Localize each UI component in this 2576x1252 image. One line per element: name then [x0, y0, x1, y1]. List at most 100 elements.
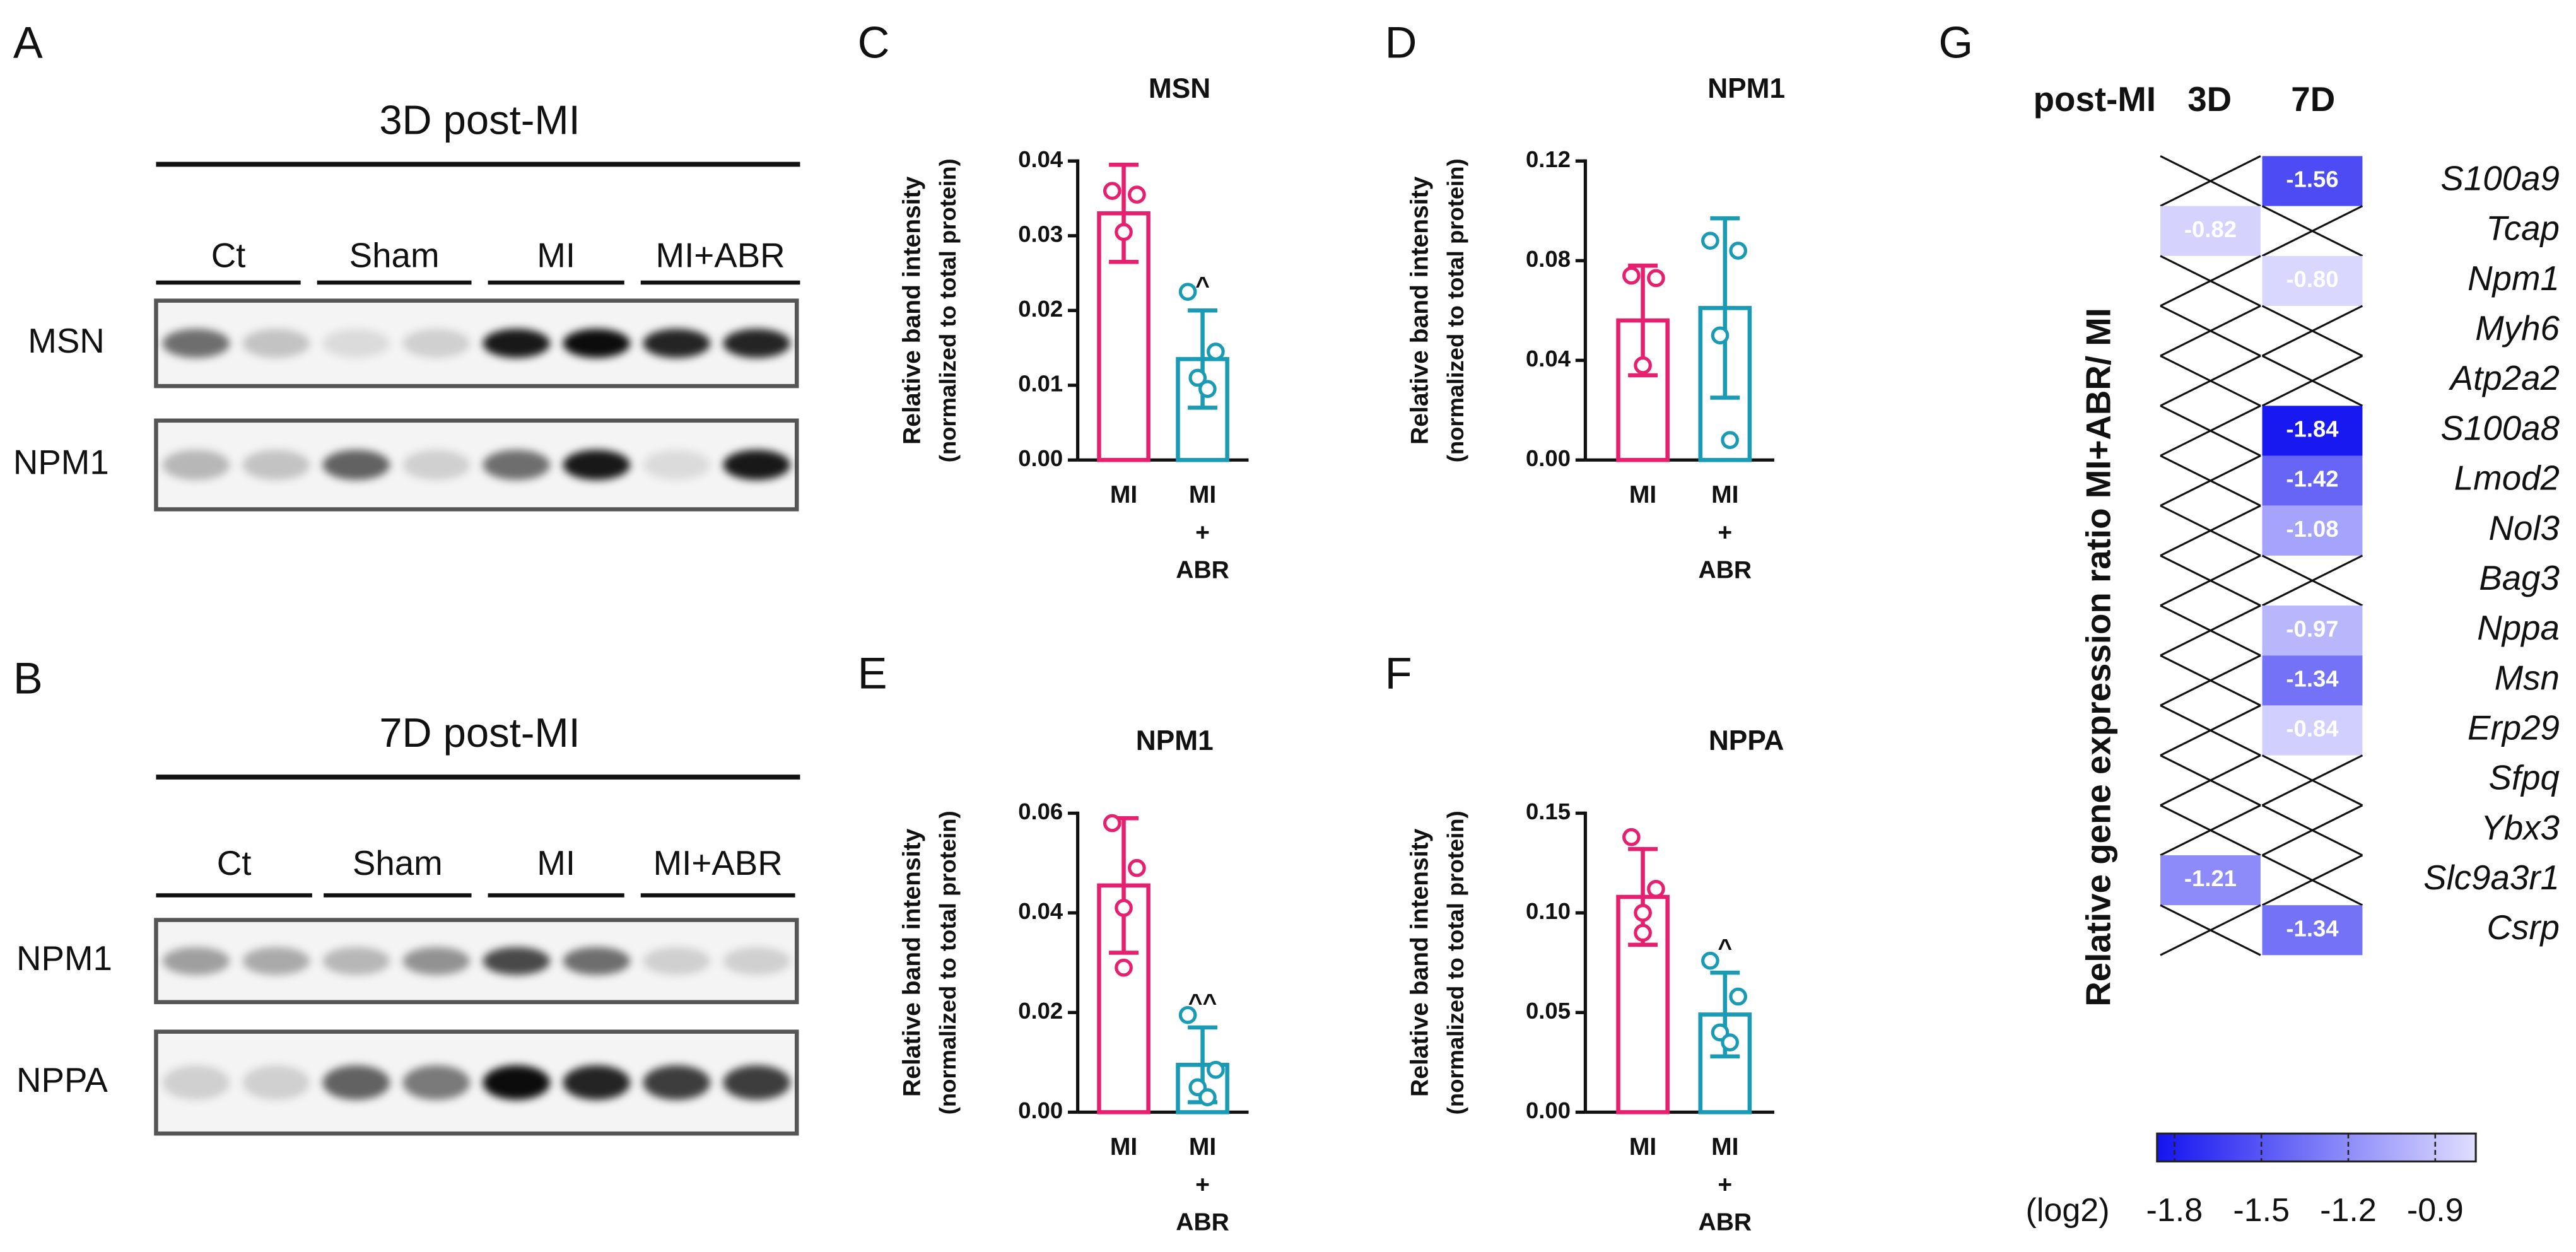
empty-cell — [2261, 804, 2363, 857]
empty-cell — [2160, 554, 2261, 607]
row-label: Nol3 — [2488, 508, 2559, 547]
heatmap-cell — [2262, 905, 2363, 956]
blot-band — [483, 450, 551, 481]
y-tick-label: 0.12 — [1526, 146, 1571, 172]
colorbar-tick-label: -1.5 — [2233, 1192, 2290, 1229]
colorbar — [2156, 1132, 2477, 1163]
row-label: S100a8 — [2440, 408, 2560, 447]
empty-cell — [2160, 604, 2261, 657]
y-axis-label: Relative band intensity — [898, 176, 925, 445]
blot-band — [483, 1065, 551, 1100]
empty-cell — [2261, 554, 2363, 607]
data-point — [1198, 380, 1217, 399]
row-label: Atp2a2 — [2449, 358, 2560, 397]
blot-band — [563, 329, 631, 358]
data-point — [1103, 814, 1121, 833]
data-point — [1701, 231, 1719, 250]
heatmap-cell — [2160, 855, 2261, 906]
panel-letter: A — [13, 18, 43, 67]
y-tick-label: 0.04 — [1526, 346, 1571, 372]
y-tick-label: 0.00 — [1018, 445, 1063, 471]
x-tick-label: ABR — [1699, 1209, 1752, 1236]
y-axis-label: (normalized to total protein) — [1443, 810, 1468, 1115]
row-label: Myh6 — [2475, 308, 2560, 348]
y-tick-label: 0.00 — [1526, 445, 1571, 471]
heatmap-cell — [2262, 156, 2363, 206]
empty-cell — [2160, 354, 2261, 407]
blot-band — [402, 450, 471, 481]
blot-band — [322, 450, 390, 481]
colorbar-label: (log2) — [2025, 1192, 2109, 1229]
data-point — [1729, 987, 1747, 1006]
blot-row-label: NPPA — [16, 1060, 108, 1099]
colorbar-tick-label: -0.9 — [2407, 1192, 2464, 1229]
panel-letter: E — [858, 648, 887, 698]
cell-label: -0.97 — [2286, 616, 2338, 641]
data-point — [1188, 368, 1207, 387]
data-point — [1701, 951, 1719, 970]
y-axis-label: (normalized to total protein) — [1443, 158, 1468, 462]
y-tick-label: 0.06 — [1018, 799, 1063, 824]
data-point — [1622, 266, 1641, 285]
x-tick-label: MI — [1629, 1133, 1656, 1161]
heatmap-cell — [2262, 505, 2363, 556]
empty-cell — [2261, 754, 2363, 807]
x-tick-label: MI — [1189, 1133, 1216, 1161]
data-point — [1178, 1005, 1197, 1024]
row-label: Npm1 — [2468, 259, 2560, 298]
y-axis-label: (normalized to total protein) — [935, 158, 961, 462]
blot-row-label: NPM1 — [13, 443, 109, 482]
row-label: Slc9a3r1 — [2423, 858, 2560, 897]
empty-cell — [2160, 804, 2261, 857]
row-label: Erp29 — [2468, 708, 2560, 747]
x-tick-label: + — [1195, 1171, 1210, 1198]
y-axis-label: Relative band intensity — [1406, 176, 1433, 445]
data-point — [1647, 880, 1665, 898]
data-point — [1634, 356, 1652, 375]
significance: ^ — [1718, 935, 1732, 962]
chart-title: NPM1 — [1707, 73, 1785, 104]
row-label: Csrp — [2486, 908, 2559, 947]
data-point — [1128, 185, 1146, 204]
blot-band — [402, 947, 471, 975]
blot-group-label: Sham — [349, 235, 440, 274]
data-point — [1207, 342, 1225, 361]
y-tick-label: 0.00 — [1018, 1097, 1063, 1123]
x-tick-label: MI — [1110, 1133, 1137, 1161]
cell-label: -1.84 — [2286, 416, 2339, 442]
blot-row-label: MSN — [28, 321, 105, 360]
row-label: Msn — [2495, 658, 2560, 697]
blot-band — [242, 1065, 310, 1100]
blot-band — [643, 1065, 711, 1100]
y-axis-label: (normalized to total protein) — [935, 810, 961, 1115]
y-tick-label: 0.08 — [1526, 246, 1571, 272]
heatmap-cell — [2262, 606, 2363, 656]
empty-cell — [2261, 205, 2363, 257]
chart-title: NPM1 — [1136, 725, 1214, 756]
blot-group-label: Ct — [211, 235, 246, 274]
panel-letter: G — [1938, 18, 1973, 67]
data-point — [1711, 326, 1730, 345]
cell-label: -0.80 — [2286, 266, 2338, 292]
cell-label: -1.08 — [2286, 516, 2338, 542]
y-tick-label: 0.02 — [1018, 998, 1063, 1024]
blot-title: 3D post-MI — [379, 97, 580, 143]
blot-band — [723, 1065, 791, 1100]
y-tick-label: 0.05 — [1526, 998, 1571, 1024]
blot-row-label: NPM1 — [16, 939, 112, 978]
x-tick-label: + — [1718, 519, 1732, 546]
x-tick-label: ABR — [1176, 557, 1229, 584]
data-point — [1721, 1033, 1739, 1052]
y-tick-label: 0.02 — [1018, 296, 1063, 322]
y-tick-label: 0.04 — [1018, 146, 1063, 172]
y-tick-label: 0.00 — [1526, 1097, 1571, 1123]
blot-band — [402, 1065, 471, 1100]
blot-band — [563, 947, 631, 975]
chart-title: MSN — [1149, 73, 1210, 104]
empty-cell — [2261, 354, 2363, 407]
data-point — [1178, 283, 1197, 301]
data-point — [1634, 923, 1652, 942]
blot-group-label: MI — [537, 843, 575, 882]
blot-band — [483, 329, 551, 358]
